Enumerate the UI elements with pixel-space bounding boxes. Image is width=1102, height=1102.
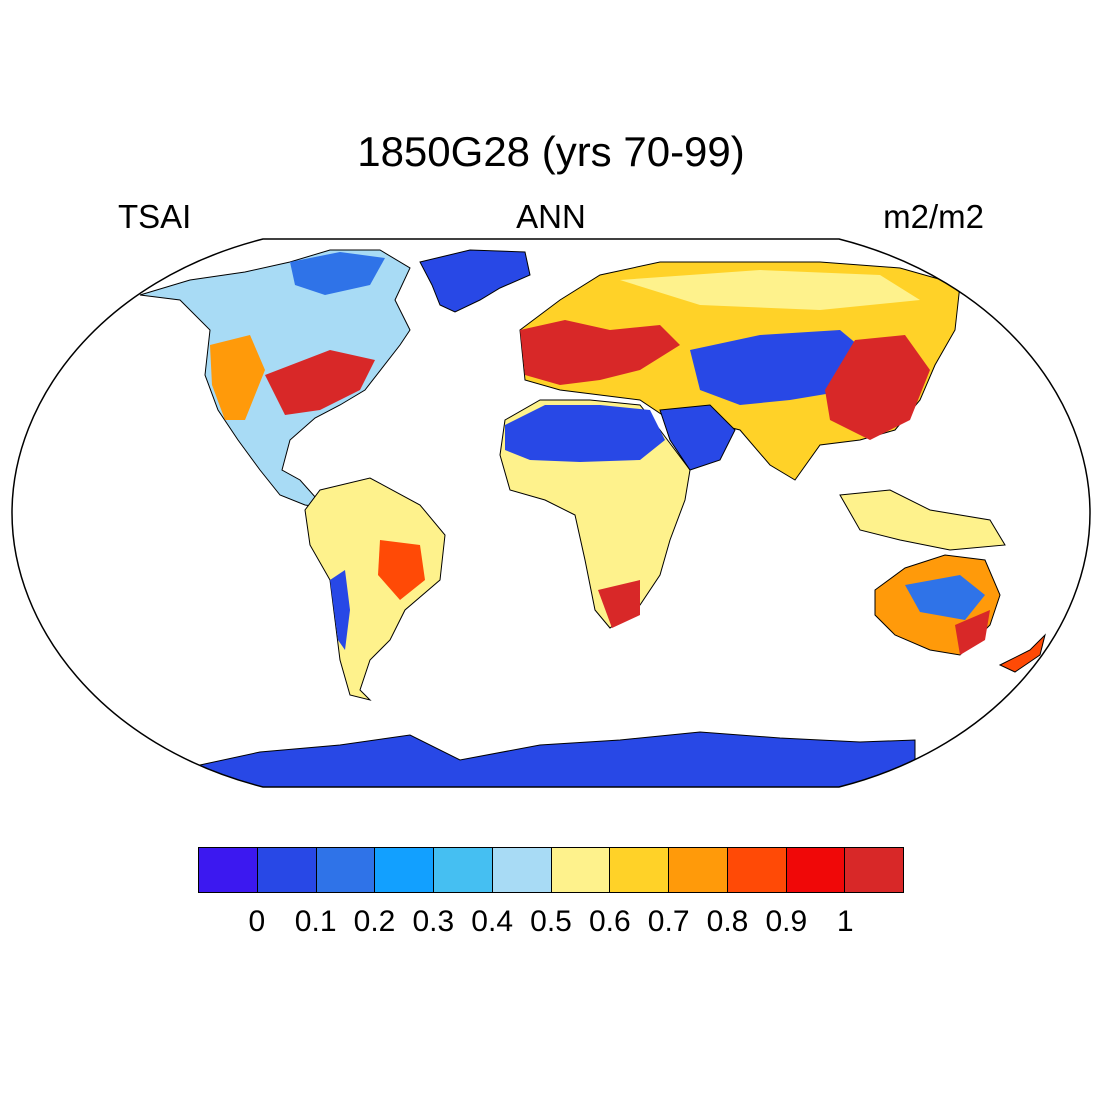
colorbar-box	[492, 848, 552, 892]
colorbar-tick-label: 0.7	[647, 905, 690, 938]
greenland	[419, 249, 531, 313]
colorbar-tick-label: 0.9	[765, 905, 808, 938]
north-america-west-band	[210, 335, 265, 420]
units-label: m2/m2	[883, 198, 984, 235]
southeast-asia-islands	[839, 489, 1006, 551]
colorbar-box	[551, 848, 611, 892]
colorbar-box	[375, 848, 434, 892]
antarctica	[199, 731, 916, 787]
south-america-south-forest	[330, 570, 350, 650]
colorbar-box	[257, 848, 317, 892]
east-asia-red	[825, 335, 930, 440]
colorbar-box	[199, 848, 258, 892]
colorbar-tick-label: 1	[836, 905, 854, 938]
colorbar-tick-label: 0.3	[412, 905, 455, 938]
colorbar-tick-label: 0.2	[353, 905, 396, 938]
new-zealand	[998, 633, 1046, 673]
colorbar-box	[786, 848, 846, 892]
north-america-arctic	[290, 252, 385, 295]
colorbar-box	[316, 848, 376, 892]
colorbar-tick-label: 0.8	[706, 905, 749, 938]
sahara	[505, 405, 665, 462]
colorbar-box	[727, 848, 787, 892]
south-america-red	[378, 540, 425, 600]
australia-southeast-red	[955, 610, 990, 655]
season-label: ANN	[516, 198, 586, 235]
colorbar-box	[845, 848, 903, 892]
map-title: 1850G28 (yrs 70-99)	[357, 128, 745, 175]
colorbar-tick-label: 0.6	[588, 905, 631, 938]
north-america-east-forest	[265, 350, 375, 415]
siberia-yellow	[620, 270, 920, 310]
map-border	[11, 238, 1091, 788]
colorbar-tick-label: 0	[248, 905, 266, 938]
australia-interior	[905, 575, 985, 620]
colorbar	[198, 847, 904, 893]
central-asia-blue	[690, 330, 870, 405]
europe-red	[520, 320, 680, 385]
colorbar-tick-label: 0.1	[294, 905, 337, 938]
south-america	[304, 477, 446, 701]
southern-africa-red	[598, 580, 640, 628]
variable-label: TSAI	[118, 198, 192, 235]
colorbar-box	[669, 848, 728, 892]
colorbar-tick-label: 0.4	[471, 905, 514, 938]
colorbar-tick-label: 0.5	[530, 905, 572, 938]
colorbar-box	[610, 848, 669, 892]
arabia	[659, 404, 736, 471]
colorbar-box	[434, 848, 493, 892]
